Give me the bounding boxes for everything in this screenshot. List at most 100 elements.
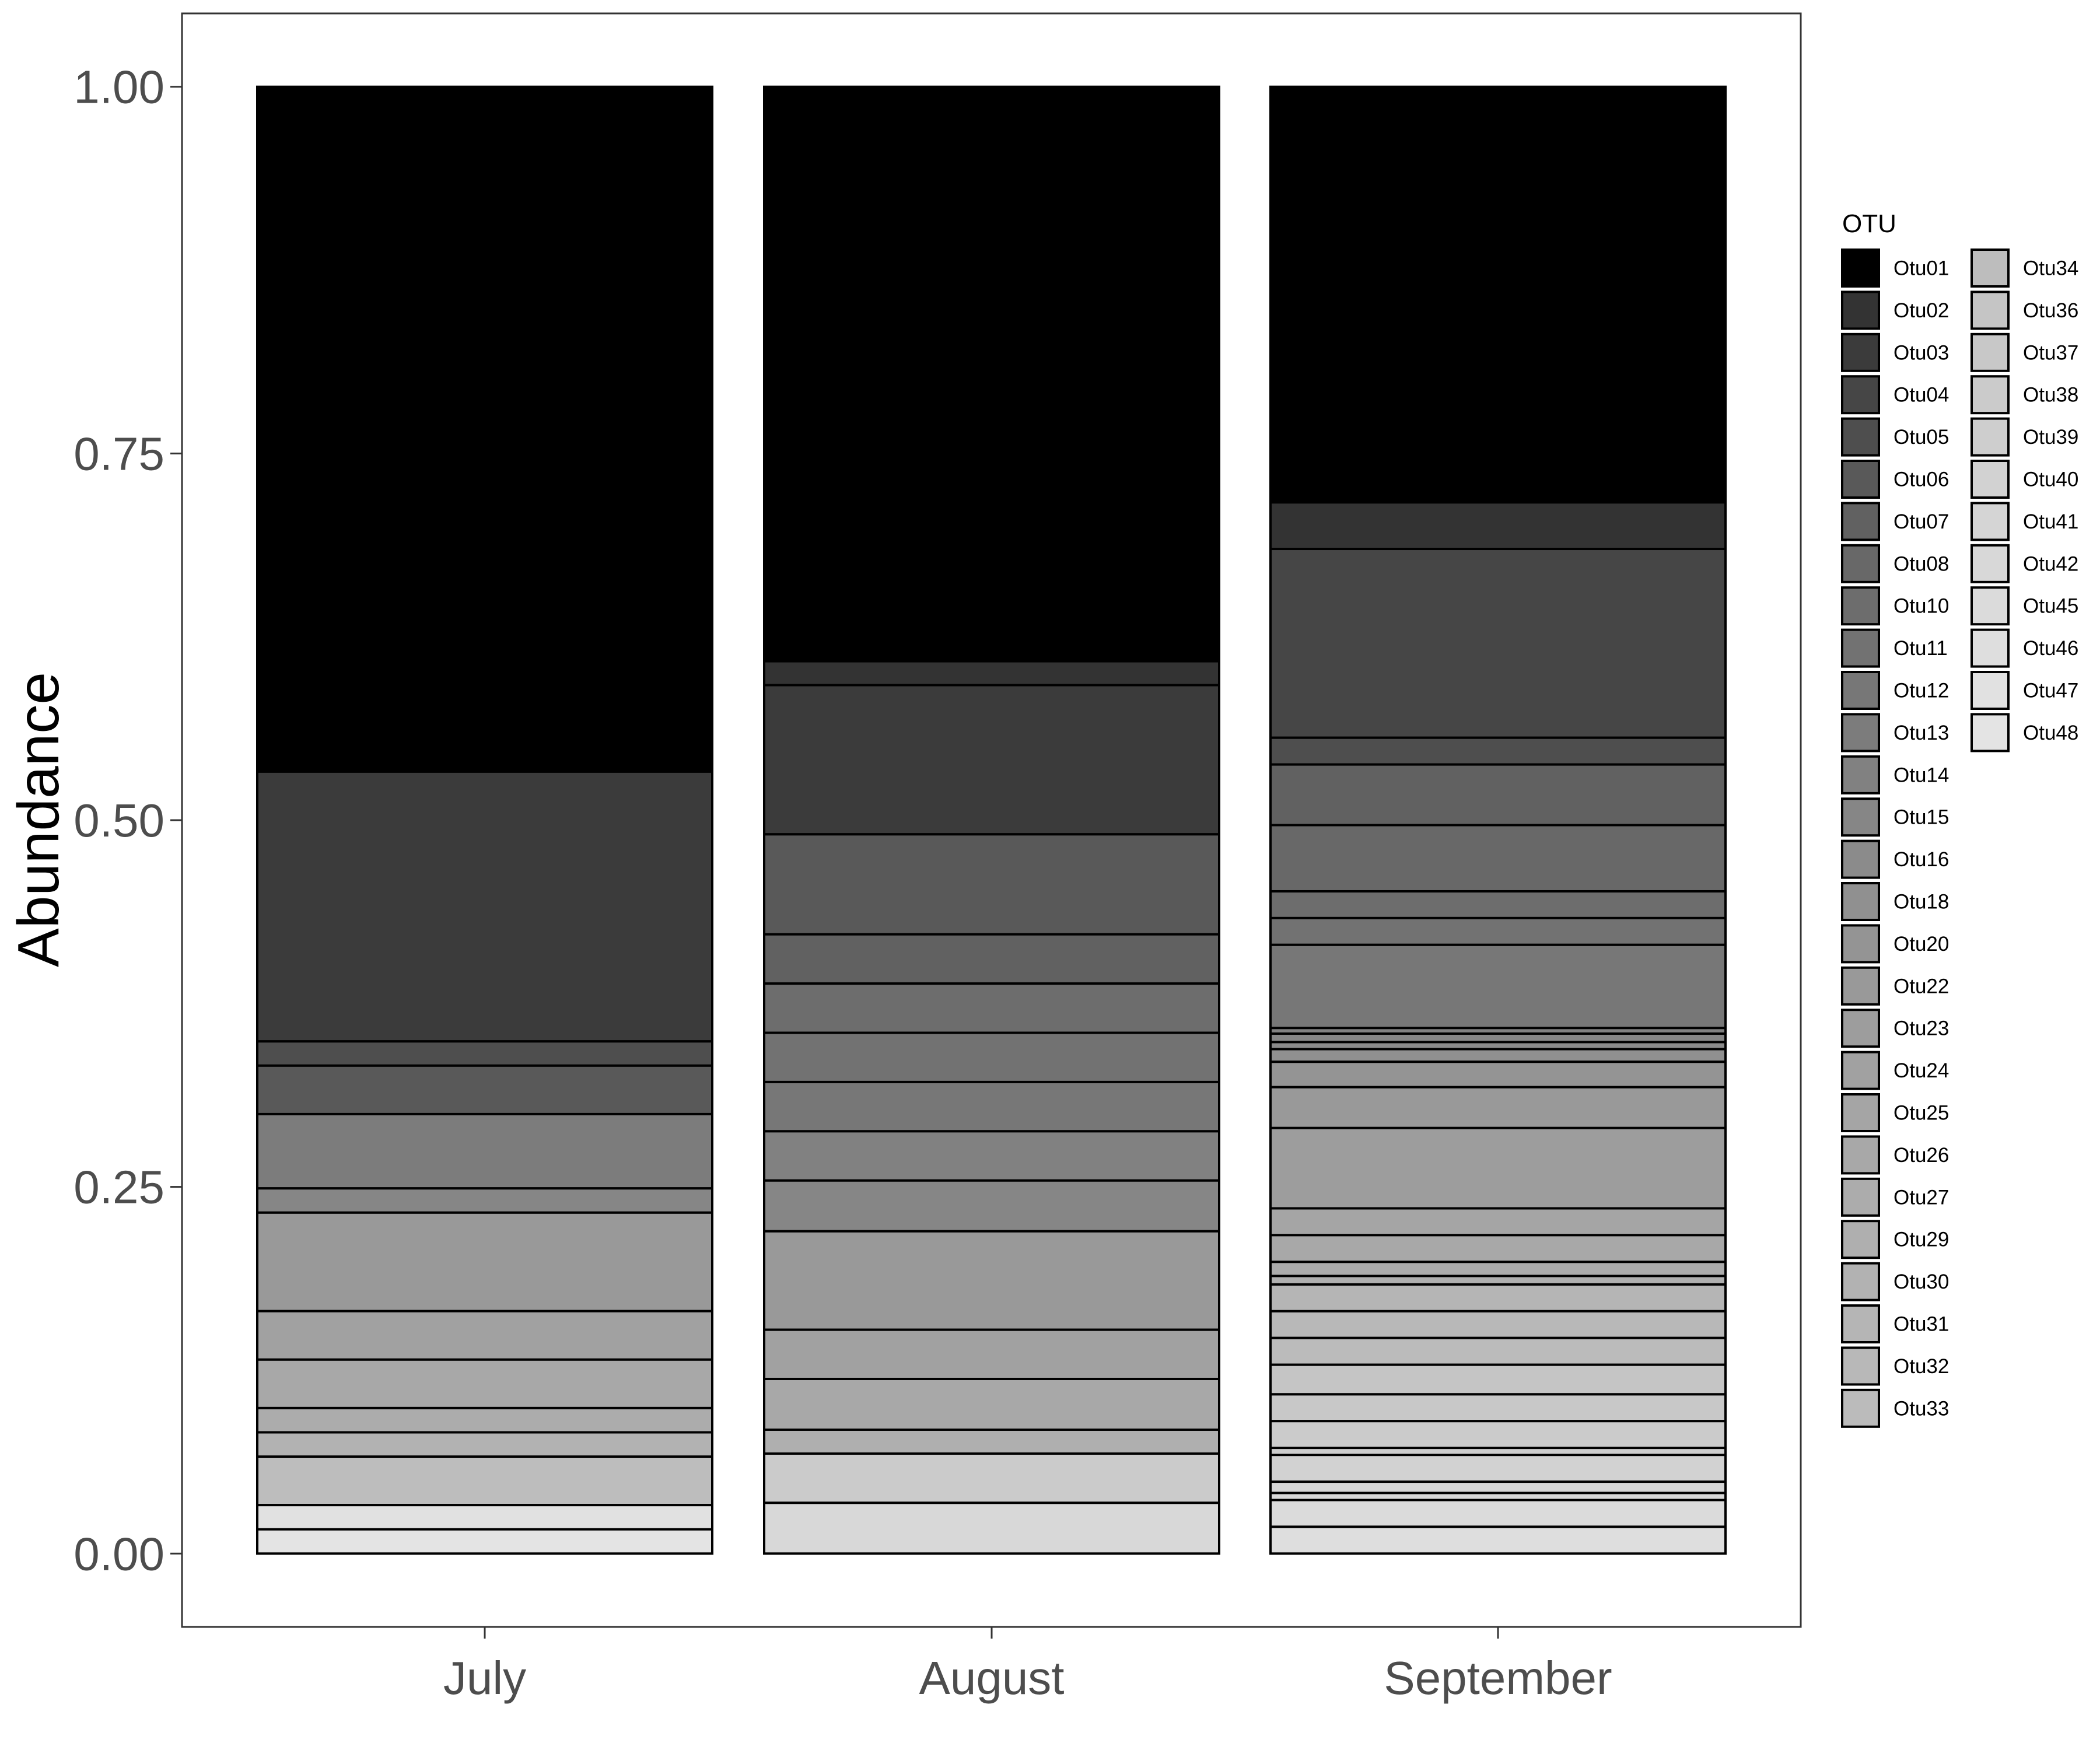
legend-label: Otu46 <box>2023 637 2078 660</box>
legend-item-otu12: Otu12 <box>1841 671 1949 710</box>
bar-segment-september-otu04 <box>1269 548 1727 739</box>
bar-segment-august-otu26 <box>763 1377 1220 1431</box>
legend-label: Otu10 <box>1894 595 1949 618</box>
bar-segment-july-otu05 <box>256 1040 713 1067</box>
legend-item-otu20: Otu20 <box>1841 924 1949 964</box>
legend-key-otu20 <box>1841 924 1880 964</box>
legend-key-otu32 <box>1841 1346 1880 1386</box>
legend-label: Otu08 <box>1894 552 1949 575</box>
legend-item-otu39: Otu39 <box>1971 417 2078 457</box>
legend-key-otu48 <box>1971 713 2010 752</box>
legend-item-otu29: Otu29 <box>1841 1220 1949 1259</box>
legend-item-otu25: Otu25 <box>1841 1093 1949 1132</box>
legend-key-otu42 <box>1971 544 2010 583</box>
legend-item-otu15: Otu15 <box>1841 797 1949 837</box>
legend-label: Otu31 <box>1894 1313 1949 1336</box>
x-tick-label-september: September <box>1384 1652 1612 1704</box>
legend-key-otu27 <box>1841 1177 1880 1217</box>
legend-item-otu41: Otu41 <box>1971 502 2078 541</box>
legend-label: Otu38 <box>2023 384 2078 407</box>
bar-segment-august-otu14 <box>763 1130 1220 1182</box>
legend-item-otu45: Otu45 <box>1971 586 2078 626</box>
legend-key-otu45 <box>1971 586 2010 626</box>
legend-label: Otu03 <box>1894 341 1949 364</box>
bar-segment-august-otu11 <box>763 1031 1220 1083</box>
legend-label: Otu14 <box>1894 764 1949 786</box>
legend-item-otu34: Otu34 <box>1971 249 2078 288</box>
legend-item-otu48: Otu48 <box>1971 713 2078 752</box>
bar-segment-september-otu25 <box>1269 1207 1727 1237</box>
bar-segment-july-otu34 <box>256 1455 713 1507</box>
legend-item-otu33: Otu33 <box>1841 1388 1949 1428</box>
bar-segment-september-otu45 <box>1269 1499 1727 1528</box>
legend-key-otu38 <box>1971 375 2010 415</box>
legend-key-otu26 <box>1841 1135 1880 1175</box>
bar-segment-july-otu47 <box>256 1504 713 1531</box>
legend-key-otu24 <box>1841 1051 1880 1090</box>
legend-items: Otu01 Otu02 Otu03 Otu04 Otu05 Otu06 Otu07 Otu08… <box>1841 249 2078 1428</box>
bar-segment-july-otu26 <box>256 1358 713 1409</box>
legend-label: Otu45 <box>2023 595 2078 618</box>
legend-label: Otu11 <box>1894 637 1948 660</box>
bar-segment-september-otu26 <box>1269 1234 1727 1264</box>
bar-segment-september-otu32 <box>1269 1310 1727 1339</box>
legend: OTU Otu01Otu02Otu03Otu04Otu05Otu06Otu07O… <box>1841 209 2078 1428</box>
bar-segment-july-otu06 <box>256 1064 713 1115</box>
bar-segment-august-otu07 <box>763 933 1220 985</box>
legend-key-otu05 <box>1841 417 1880 457</box>
legend-item-otu40: Otu40 <box>1971 460 2078 499</box>
legend-key-otu31 <box>1841 1304 1880 1343</box>
bar-segment-august-otu02 <box>763 660 1220 687</box>
legend-key-otu23 <box>1841 1009 1880 1048</box>
legend-label: Otu33 <box>1894 1397 1949 1420</box>
legend-item-otu46: Otu46 <box>1971 628 2078 668</box>
legend-key-otu30 <box>1841 1262 1880 1301</box>
legend-item-otu03: Otu03 <box>1841 332 1949 372</box>
legend-item-otu01: Otu01 <box>1841 249 1949 288</box>
legend-label: Otu30 <box>1894 1270 1949 1293</box>
bar-segment-july-otu13 <box>256 1112 713 1190</box>
y-tick-label: 0.50 <box>74 794 164 846</box>
legend-label: Otu06 <box>1894 468 1949 491</box>
legend-item-otu32: Otu32 <box>1841 1346 1949 1386</box>
y-tick-label: 1.00 <box>74 61 164 113</box>
bar-segment-august-otu03 <box>763 684 1220 836</box>
bar-segment-september-otu12 <box>1269 943 1727 1030</box>
legend-label: Otu40 <box>2023 468 2078 491</box>
legend-label: Otu02 <box>1894 299 1949 322</box>
bar-segment-july-otu48 <box>256 1528 713 1555</box>
legend-label: Otu41 <box>2023 510 2078 533</box>
legend-item-otu38: Otu38 <box>1971 375 2078 415</box>
legend-key-otu37 <box>1971 332 2010 372</box>
legend-key-otu10 <box>1841 586 1880 626</box>
legend-key-otu04 <box>1841 375 1880 415</box>
legend-item-otu14: Otu14 <box>1841 755 1949 794</box>
legend-label: Otu26 <box>1894 1144 1949 1167</box>
legend-label: Otu23 <box>1894 1017 1949 1040</box>
legend-item-otu27: Otu27 <box>1841 1177 1949 1217</box>
bar-segment-september-otu20 <box>1269 1060 1727 1088</box>
legend-label: Otu36 <box>2023 299 2078 322</box>
legend-item-otu10: Otu10 <box>1841 586 1949 626</box>
y-tick-label: 0.25 <box>74 1161 164 1213</box>
bar-segment-september-otu15 <box>1269 1032 1727 1044</box>
legend-item-otu18: Otu18 <box>1841 882 1949 921</box>
legend-label: Otu05 <box>1894 426 1949 449</box>
bar-segment-july-otu03 <box>256 770 713 1043</box>
y-tick-label: 0.75 <box>74 428 164 480</box>
legend-item-otu47: Otu47 <box>1971 671 2078 710</box>
bar-segment-august-otu12 <box>763 1080 1220 1133</box>
legend-label: Otu47 <box>2023 680 2078 702</box>
legend-item-otu04: Otu04 <box>1841 375 1949 415</box>
legend-key-otu12 <box>1841 671 1880 710</box>
bar-segment-september-otu46 <box>1269 1525 1727 1555</box>
legend-key-otu40 <box>1971 460 2010 499</box>
legend-label: Otu24 <box>1894 1059 1949 1082</box>
legend-key-otu13 <box>1841 713 1880 752</box>
legend-key-otu02 <box>1841 290 1880 330</box>
bar-segment-september-otu31 <box>1269 1283 1727 1312</box>
legend-label: Otu42 <box>2023 552 2078 575</box>
bar-segment-september-otu02 <box>1269 501 1727 551</box>
bar-segment-august-otu01 <box>763 85 1220 663</box>
